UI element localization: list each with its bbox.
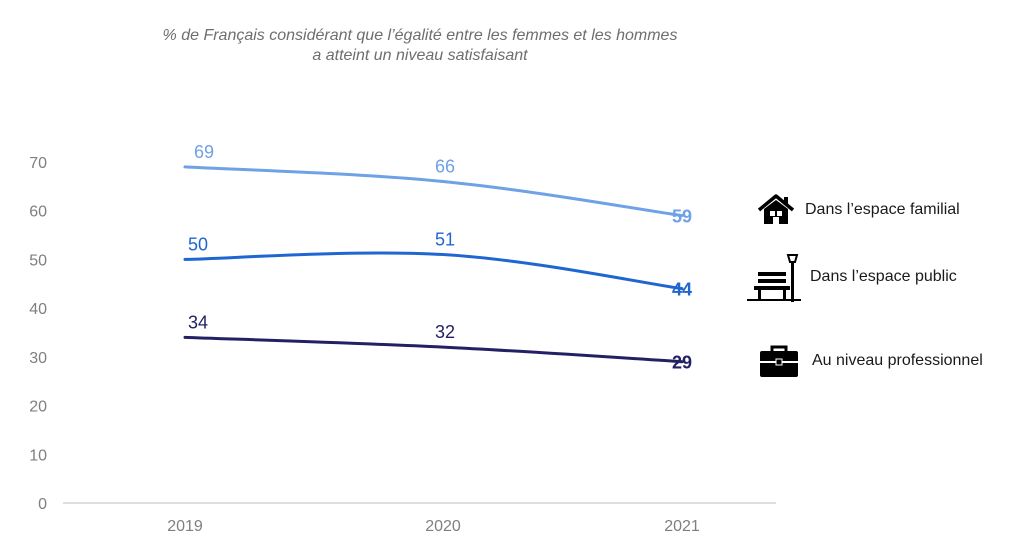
- y-tick-label: 30: [29, 350, 47, 367]
- y-tick-label: 50: [29, 252, 47, 269]
- data-label: 51: [435, 230, 455, 250]
- data-label: 50: [188, 234, 208, 254]
- x-tick-label: 2020: [425, 518, 461, 535]
- chart-title-line-2: a atteint un niveau satisfaisant: [312, 47, 528, 64]
- data-label: 69: [194, 142, 214, 162]
- legend-item-professionnel: Au niveau professionnel: [759, 344, 983, 378]
- data-labels: 69 66 59 50 51 44 34 32 29: [188, 142, 692, 373]
- chart-title-line-1: % de Français considérant que l’égalité …: [162, 27, 678, 44]
- y-tick-label: 40: [29, 301, 47, 318]
- data-label: 32: [435, 322, 455, 342]
- data-label: 59: [672, 207, 692, 227]
- x-tick-label: 2019: [167, 518, 203, 535]
- park-bench-icon: [747, 254, 801, 302]
- series-line-0: [183, 165, 684, 218]
- x-tick-label: 2021: [664, 518, 700, 535]
- y-axis: 0 10 20 30 40 50 60 70: [29, 155, 47, 513]
- y-tick-label: 60: [29, 204, 47, 221]
- y-tick-label: 20: [29, 399, 47, 416]
- data-label: 34: [188, 312, 208, 332]
- y-tick-label: 70: [29, 155, 47, 172]
- series-line-1: [183, 251, 684, 291]
- x-axis: 2019 2020 2021: [167, 518, 700, 535]
- briefcase-icon: [760, 345, 798, 377]
- data-label: 66: [435, 156, 455, 176]
- series-line-2: [183, 335, 684, 364]
- chart-title: % de Français considérant que l’égalité …: [100, 26, 740, 66]
- house-icon: [757, 194, 795, 224]
- legend-item-familial: Dans l’espace familial: [757, 194, 960, 226]
- y-tick-label: 10: [29, 447, 47, 464]
- legend-label-familial: Dans l’espace familial: [805, 201, 960, 218]
- data-label: 29: [672, 353, 692, 373]
- legend-label-public: Dans l’espace public: [810, 268, 957, 285]
- legend-item-public: Dans l’espace public: [746, 252, 957, 302]
- y-tick-label: 0: [38, 496, 47, 513]
- series-lines: [183, 165, 684, 364]
- legend-label-professionnel: Au niveau professionnel: [812, 352, 983, 369]
- data-label: 44: [672, 280, 692, 300]
